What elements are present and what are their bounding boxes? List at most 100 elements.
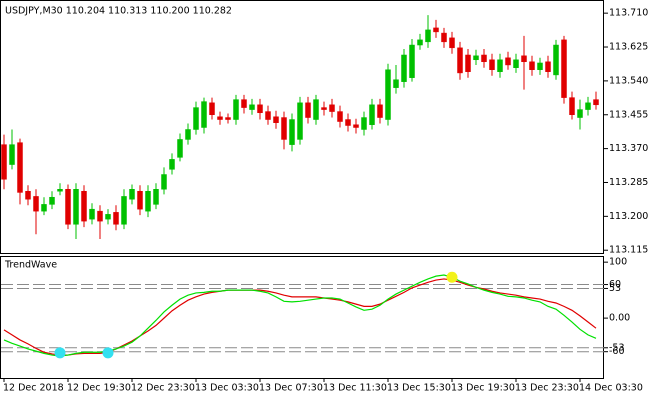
- candle-body: [361, 117, 367, 130]
- x-tick-label: 13 Dec 23:30: [515, 383, 579, 394]
- candle-body: [553, 44, 559, 76]
- candle-body: [385, 69, 391, 120]
- candle-body: [17, 142, 23, 193]
- x-tick-label: 12 Dec 23:30: [131, 383, 195, 394]
- candle-body: [265, 111, 271, 120]
- candle-body: [73, 189, 79, 225]
- candle-body: [153, 189, 159, 205]
- candle-body: [137, 190, 143, 210]
- signal-dot: [102, 347, 114, 359]
- candle-body: [561, 39, 567, 98]
- candle-body: [225, 117, 231, 120]
- candle-body: [257, 104, 263, 114]
- candle-body: [25, 190, 31, 200]
- candle-body: [193, 107, 199, 130]
- candle-body: [289, 119, 295, 145]
- candle-body: [273, 116, 279, 123]
- candle-body: [209, 102, 215, 116]
- candle-body: [305, 102, 311, 118]
- candle-body: [41, 204, 47, 212]
- candle-body: [249, 104, 255, 110]
- candle-body: [505, 57, 511, 66]
- candle-body: [297, 102, 303, 140]
- candle-body: [65, 189, 71, 225]
- candle-body: [177, 139, 183, 158]
- candle-body: [529, 61, 535, 70]
- candle-body: [449, 37, 455, 49]
- x-tick-label: 12 Dec 19:30: [67, 383, 131, 394]
- candle-body: [401, 54, 407, 82]
- candle-body: [585, 102, 591, 110]
- candle-body: [489, 59, 495, 70]
- candle-body: [121, 196, 127, 225]
- candle-body: [393, 79, 399, 88]
- candle-body: [473, 55, 479, 61]
- candle-body: [321, 107, 327, 110]
- candle-body: [169, 159, 175, 170]
- candle-body: [241, 99, 247, 108]
- candle-body: [417, 39, 423, 46]
- y-tick-label: -60: [609, 346, 625, 357]
- y-tick-label: 113.285: [609, 177, 648, 188]
- signal-dot: [54, 347, 66, 359]
- candle-body: [545, 61, 551, 72]
- candle-body: [33, 196, 39, 212]
- candle-body: [513, 59, 519, 68]
- x-tick-label: 13 Dec 03:30: [195, 383, 259, 394]
- y-tick-label: 100: [609, 257, 627, 268]
- candle-body: [57, 189, 63, 192]
- candle-body: [345, 119, 351, 126]
- y-tick-label: 0.00: [609, 313, 630, 324]
- candle-body: [49, 196, 55, 205]
- candle-body: [521, 55, 527, 63]
- candle-body: [81, 190, 87, 222]
- candle-body: [441, 32, 447, 43]
- candle-body: [369, 104, 375, 125]
- indicator-title: TrendWave: [4, 260, 57, 271]
- candle-body: [457, 47, 463, 74]
- candle-body: [105, 214, 111, 220]
- candle-body: [465, 54, 471, 72]
- candle-body: [593, 99, 599, 106]
- candle-body: [145, 190, 151, 212]
- y-tick-label: -53: [609, 342, 625, 353]
- candle-body: [97, 210, 103, 222]
- candle-body: [577, 109, 583, 118]
- x-tick-label: 13 Dec 11:30: [323, 383, 387, 394]
- y-tick-label: 113.200: [609, 211, 648, 222]
- candle-body: [569, 97, 575, 116]
- candle-body: [409, 44, 415, 78]
- y-tick-label: 113.540: [609, 75, 648, 86]
- candle-body: [233, 99, 239, 120]
- candle-body: [537, 62, 543, 70]
- price-pane: [0, 0, 604, 254]
- y-tick-label: 53: [609, 283, 621, 294]
- candle-body: [313, 99, 319, 120]
- candle-body: [337, 111, 343, 122]
- candle-body: [377, 104, 383, 118]
- candle-body: [1, 144, 7, 180]
- signal-dot: [446, 271, 458, 283]
- candle-body: [353, 124, 359, 128]
- candle-body: [425, 29, 431, 43]
- candle-body: [217, 116, 223, 120]
- y-tick-label: 113.370: [609, 143, 648, 154]
- y-tick-label: 113.115: [609, 245, 648, 256]
- indicator-pane: [0, 256, 604, 379]
- x-tick-label: 13 Dec 07:30: [259, 383, 323, 394]
- x-tick-label: 13 Dec 19:30: [451, 383, 515, 394]
- y-tick-label: 113.625: [609, 42, 648, 53]
- candle-body: [497, 59, 503, 72]
- y-tick-label: 60: [609, 279, 621, 290]
- x-tick-label: 12 Dec 2018: [3, 383, 64, 394]
- candle-body: [113, 212, 119, 225]
- y-tick-label: 113.710: [609, 8, 648, 19]
- candle-body: [185, 129, 191, 140]
- y-tick-label: 113.455: [609, 109, 648, 120]
- candle-body: [433, 27, 439, 33]
- candle-body: [129, 189, 135, 200]
- candle-body: [281, 117, 287, 140]
- candle-body: [9, 144, 15, 165]
